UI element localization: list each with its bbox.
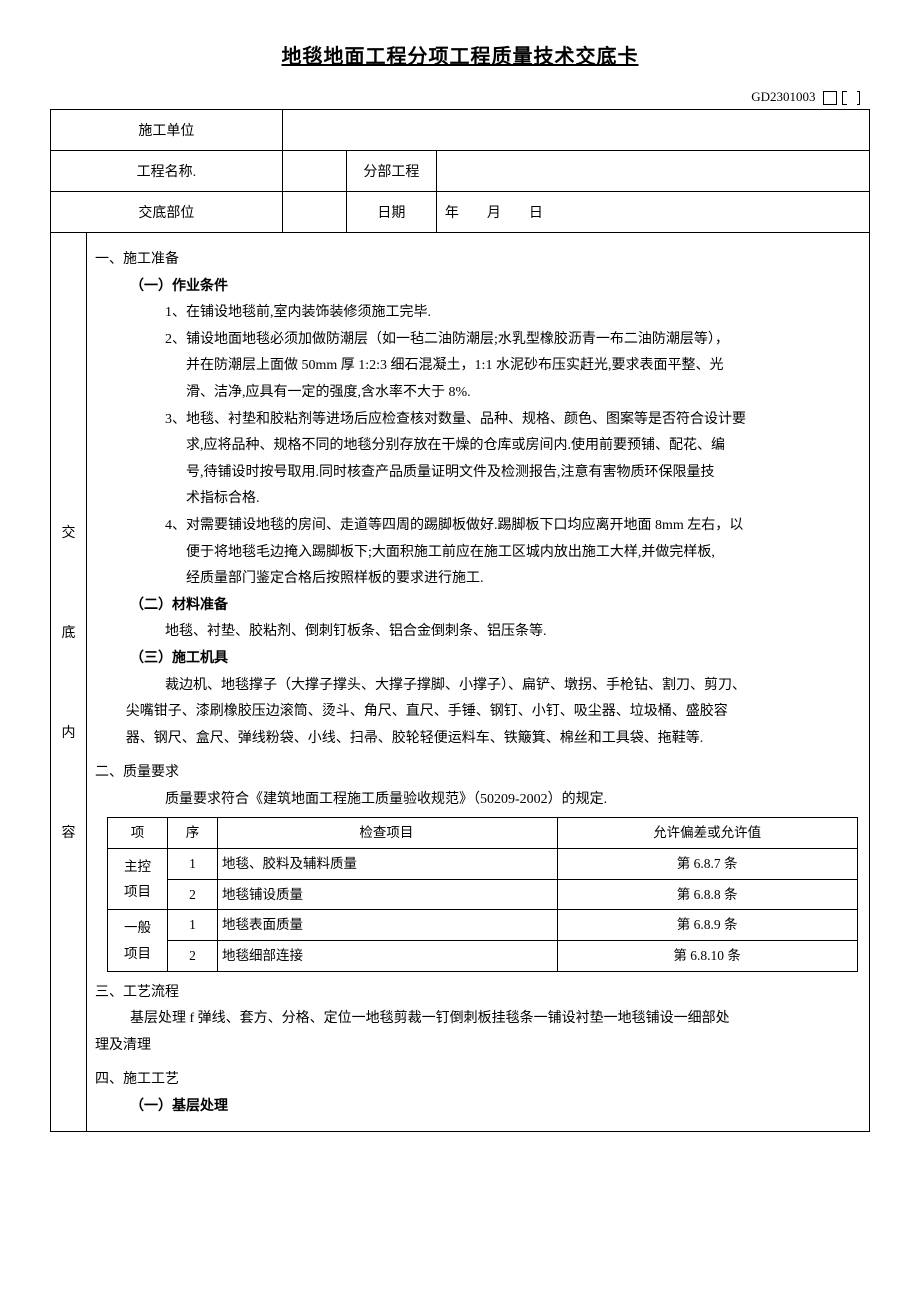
th-check: 检查项目 — [218, 818, 558, 849]
sec1-item3c: 号,待铺设时按号取用.同时核查产品质量证明文件及检测报告,注意有害物质环保限量技 — [95, 460, 861, 487]
sec4-heading: 四、施工工艺 — [95, 1067, 861, 1094]
sec1-sub2-heading: （二）材料准备 — [95, 593, 861, 620]
bracket-icon — [842, 91, 860, 105]
vertical-section-label: 交 底 内 容 — [51, 233, 87, 1132]
proj-value — [282, 151, 346, 192]
cell-seq: 2 — [168, 879, 218, 910]
sec1-item3d: 术指标合格. — [95, 486, 861, 513]
cell-check: 地毯铺设质量 — [218, 879, 558, 910]
subproj-value — [436, 151, 869, 192]
checkbox-icon — [823, 91, 837, 105]
cell-allow: 第 6.8.10 条 — [557, 941, 857, 972]
sec1-sub3-heading: （三）施工机具 — [95, 646, 861, 673]
content-body: 一、施工准备 （一）作业条件 1、在铺设地毯前,室内装饰装修须施工完毕. 2、铺… — [87, 233, 870, 1132]
loc-value — [282, 192, 346, 233]
cell-check: 地毯、胶料及辅料质量 — [218, 849, 558, 880]
date-label: 日期 — [346, 192, 436, 233]
table-row: 2 地毯铺设质量 第 6.8.8 条 — [108, 879, 858, 910]
table-row: 一般项目 1 地毯表面质量 第 6.8.9 条 — [108, 910, 858, 941]
group-main: 主控项目 — [108, 849, 168, 910]
sec1-item1: 1、在铺设地毯前,室内装饰装修须施工完毕. — [95, 300, 861, 327]
table-row: 2 地毯细部连接 第 6.8.10 条 — [108, 941, 858, 972]
sec1-item2a: 2、铺设地面地毯必须加做防潮层（如一毡二油防潮层;水乳型橡胶沥青一布二油防潮层等… — [95, 327, 861, 354]
cell-check: 地毯细部连接 — [218, 941, 558, 972]
sec3-l2: 理及清理 — [95, 1033, 861, 1060]
table-row: 主控项目 1 地毯、胶料及辅料质量 第 6.8.7 条 — [108, 849, 858, 880]
loc-label: 交底部位 — [51, 192, 283, 233]
sec1-sub3-l1: 裁边机、地毯撑子（大撑子撑头、大撑子撑脚、小撑子）、扁铲、墩拐、手枪钻、割刀、剪… — [95, 673, 861, 700]
cell-allow: 第 6.8.7 条 — [557, 849, 857, 880]
unit-value — [282, 110, 869, 151]
sec1-item4c: 经质量部门鉴定合格后按照样板的要求进行施工. — [95, 566, 861, 593]
subproj-label: 分部工程 — [346, 151, 436, 192]
cell-allow: 第 6.8.8 条 — [557, 879, 857, 910]
form-code-row: GD2301003 — [50, 89, 870, 105]
sec1-item3b: 求,应将品种、规格不同的地毯分别存放在干燥的仓库或房间内.使用前要预铺、配花、编 — [95, 433, 861, 460]
th-seq: 序 — [168, 818, 218, 849]
form-code: GD2301003 — [751, 89, 815, 104]
sec2-heading: 二、质量要求 — [95, 760, 861, 787]
sec1-heading: 一、施工准备 — [95, 247, 861, 274]
sec1-sub3-l3: 器、钢尺、盒尺、弹线粉袋、小线、扫帚、胶轮轻便运料车、铁簸箕、棉丝和工具袋、拖鞋… — [95, 726, 861, 753]
cell-seq: 1 — [168, 849, 218, 880]
sec1-item2b: 并在防潮层上面做 50mm 厚 1:2:3 细石混凝土，1:1 水泥砂布压实赶光… — [95, 353, 861, 380]
date-value: 年 月 日 — [436, 192, 869, 233]
sec1-item4b: 便于将地毯毛边掩入踢脚板下;大面积施工前应在施工区城内放出施工大样,并做完样板, — [95, 540, 861, 567]
sec3-heading: 三、工艺流程 — [95, 980, 861, 1007]
v-char-3: 内 — [59, 682, 78, 782]
th-proj: 项 — [108, 818, 168, 849]
sec1-sub2-body: 地毯、衬垫、胶粘剂、倒刺钉板条、铝合金倒刺条、铝压条等. — [95, 619, 861, 646]
main-form-table: 施工单位 工程名称. 分部工程 交底部位 日期 年 月 日 交 底 内 容 一、… — [50, 109, 870, 1132]
cell-check: 地毯表面质量 — [218, 910, 558, 941]
th-allow: 允许偏差或允许值 — [557, 818, 857, 849]
v-char-2: 底 — [59, 582, 78, 682]
sec1-item3a: 3、地毯、衬垫和胶粘剂等进场后应检查核对数量、品种、规格、颜色、图案等是否符合设… — [95, 407, 861, 434]
v-char-4: 容 — [59, 782, 78, 882]
sec1-item2c: 滑、洁净,应具有一定的强度,含水率不大于 8%. — [95, 380, 861, 407]
sec1-sub1-heading: （一）作业条件 — [95, 274, 861, 301]
cell-seq: 1 — [168, 910, 218, 941]
group-general: 一般项目 — [108, 910, 168, 971]
sec1-item4a: 4、对需要铺设地毯的房间、走道等四周的踢脚板做好.踢脚板下口均应离开地面 8mm… — [95, 513, 861, 540]
quality-table: 项 序 检查项目 允许偏差或允许值 主控项目 1 地毯、胶料及辅料质量 第 6.… — [107, 817, 858, 971]
table-header-row: 项 序 检查项目 允许偏差或允许值 — [108, 818, 858, 849]
sec3-l1: 基层处理 f 弹线、套方、分格、定位一地毯剪裁一钉倒刺板挂毯条一铺设衬垫一地毯铺… — [95, 1006, 861, 1033]
sec1-sub3-l2: 尖嘴钳子、漆刷橡胶压边滚筒、烫斗、角尺、直尺、手锤、钢钉、小钉、吸尘器、垃圾桶、… — [95, 699, 861, 726]
proj-label: 工程名称. — [51, 151, 283, 192]
cell-seq: 2 — [168, 941, 218, 972]
unit-label: 施工单位 — [51, 110, 283, 151]
document-title: 地毯地面工程分项工程质量技术交底卡 — [50, 40, 870, 69]
sec4-sub1-heading: （一）基层处理 — [95, 1094, 861, 1121]
v-char-1: 交 — [59, 482, 78, 582]
sec2-body: 质量要求符合《建筑地面工程施工质量验收规范》（50209-2002）的规定. — [95, 787, 861, 814]
cell-allow: 第 6.8.9 条 — [557, 910, 857, 941]
